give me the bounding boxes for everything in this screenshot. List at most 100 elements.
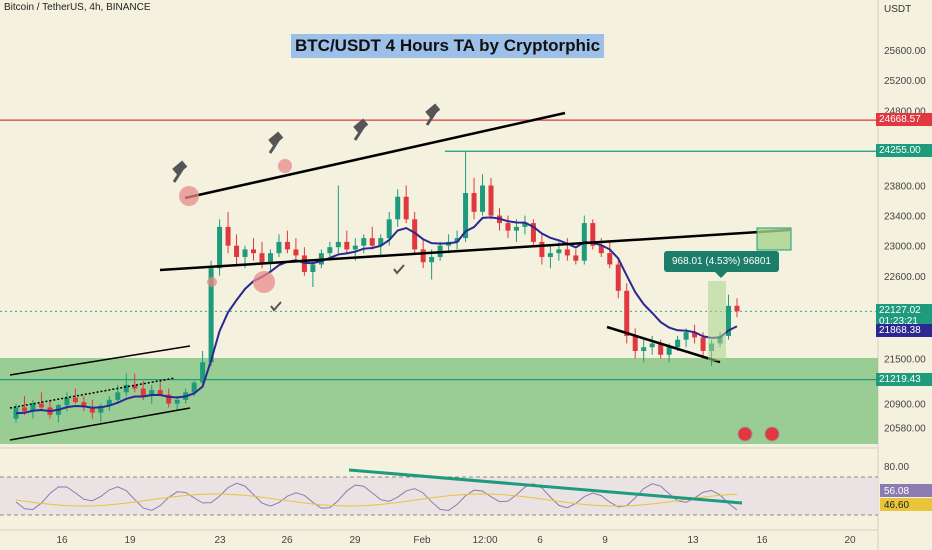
rsi-ma-line <box>15 493 738 507</box>
x-tick-label: 19 <box>124 535 136 546</box>
falling-wedge-line <box>606 325 721 364</box>
candle-body <box>692 332 698 338</box>
candle-body <box>140 388 146 397</box>
y-tick-label: 23000.00 <box>884 242 926 253</box>
highlight-circle <box>253 271 275 293</box>
candle-body <box>217 226 223 269</box>
demand-zone <box>0 358 878 444</box>
x-tick-label: 16 <box>56 535 68 546</box>
candle-body <box>471 193 477 212</box>
candle-body <box>38 403 44 408</box>
candle-body <box>607 253 613 265</box>
candle-body <box>632 335 638 351</box>
gavel-icon <box>268 131 284 146</box>
y-tick-label: 21500.00 <box>884 354 926 365</box>
candle-body <box>666 347 672 355</box>
rsi-tick-label: 80.00 <box>884 462 909 473</box>
candle-body <box>556 249 562 254</box>
candle-body <box>344 241 350 250</box>
candle-body <box>598 245 604 254</box>
candle-body <box>174 399 180 404</box>
flag-icon <box>764 426 780 442</box>
measure-tooltip: 968.01 (4.53%) 96801 <box>664 251 779 278</box>
channel-lower-line <box>9 407 191 441</box>
candle-body <box>208 268 214 363</box>
measure-range-box <box>708 281 726 361</box>
candle-body <box>276 241 282 254</box>
candle-body <box>327 247 333 254</box>
candle-body <box>564 249 570 256</box>
candle-body <box>615 264 621 291</box>
candle-body <box>191 382 197 393</box>
y-tick-label: 20580.00 <box>884 424 926 435</box>
y-tick-label: 22600.00 <box>884 272 926 283</box>
candle-body <box>72 397 78 403</box>
highlight-circle <box>207 277 217 287</box>
candle-body <box>242 249 248 257</box>
candle-body <box>293 249 299 256</box>
candle-body <box>641 347 647 351</box>
y-tick-label: 23400.00 <box>884 212 926 223</box>
check-icon <box>393 264 405 275</box>
candle-body <box>89 407 95 413</box>
candle-body <box>21 407 27 412</box>
x-tick-label: 6 <box>537 535 543 546</box>
candle-body <box>335 241 341 248</box>
gavel-icon <box>172 160 188 175</box>
candle-body <box>530 223 536 242</box>
x-tick-label: 16 <box>756 535 768 546</box>
candle-body <box>726 305 732 336</box>
x-tick-label: 9 <box>602 535 608 546</box>
candle-body <box>369 238 375 246</box>
x-tick-label: 13 <box>687 535 699 546</box>
candle-body <box>149 390 155 397</box>
price-axis-panel <box>878 0 932 550</box>
x-tick-label: 23 <box>214 535 226 546</box>
candle-body <box>454 238 460 242</box>
rsi-divergence-line <box>348 468 743 505</box>
candle-body <box>115 392 121 400</box>
gavel-icon <box>268 138 281 154</box>
candle-body <box>463 193 469 239</box>
candle-body <box>361 238 367 246</box>
candle-body <box>675 339 681 348</box>
x-tick-label: 20 <box>844 535 856 546</box>
x-tick-label: 26 <box>281 535 293 546</box>
candle-body <box>98 405 104 413</box>
candle-body <box>30 403 36 412</box>
rsi-ma-label: 46.60 <box>884 500 909 511</box>
gavel-icon <box>425 110 438 126</box>
gavel-icon <box>353 125 366 141</box>
candle-body <box>480 185 486 212</box>
price-level-badge-resistance: 24668.57 <box>876 113 932 127</box>
candle-body <box>395 196 401 220</box>
candle-body <box>378 238 384 246</box>
price-level-badge-green: 24255.00 <box>876 144 932 158</box>
candle-body <box>251 249 257 254</box>
support-trendline <box>159 228 791 272</box>
candle-body <box>624 290 630 336</box>
candle-body <box>81 402 87 408</box>
price-level-badge-support: 21219.43 <box>876 372 932 386</box>
candle-body <box>106 399 112 406</box>
check-icon <box>270 301 282 312</box>
candle-body <box>590 223 596 246</box>
x-tick-label: 12:00 <box>472 535 497 546</box>
candle-body <box>539 241 545 257</box>
symbol-line: Bitcoin / TetherUS, 4h, BINANCE <box>4 2 151 13</box>
candle-body <box>352 245 358 250</box>
candle-body <box>166 394 172 404</box>
gavel-icon <box>353 118 369 133</box>
candle-body <box>310 264 316 272</box>
candle-body <box>267 253 273 263</box>
candle-body <box>123 384 129 393</box>
candle-body <box>505 223 511 231</box>
channel-upper-line <box>9 345 191 376</box>
candle-body <box>658 343 664 355</box>
y-tick-label: 25200.00 <box>884 76 926 87</box>
candle-body <box>734 305 740 312</box>
candle-body <box>132 384 138 389</box>
ma-value-badge: 21868.38 <box>876 323 932 337</box>
